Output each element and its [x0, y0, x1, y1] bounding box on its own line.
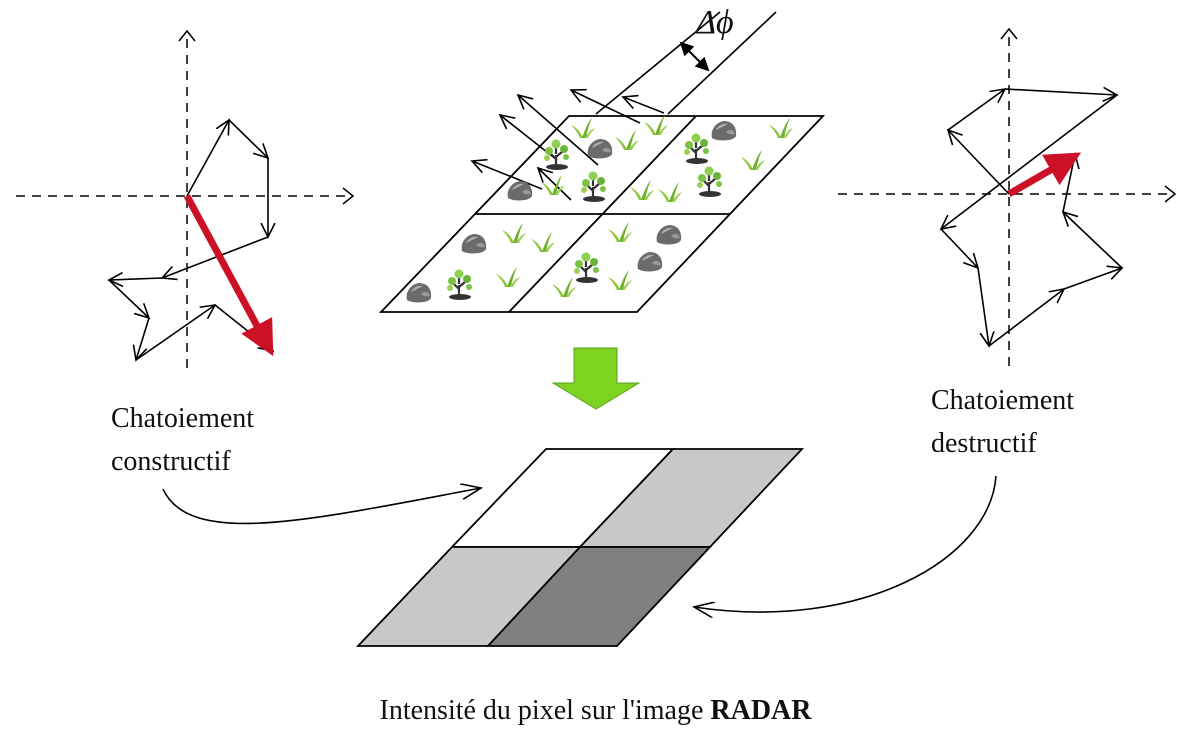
right-phasor-chain	[941, 89, 1122, 346]
destructive-label-line1: Chatoiement	[931, 385, 1075, 416]
ground-scene-grid	[378, 11, 826, 313]
constructive-label: Chatoiement constructif	[111, 397, 254, 483]
constructive-phasor-diagram	[16, 29, 355, 368]
left-resultant-arrow	[183, 194, 274, 357]
delta-phi-arrow	[679, 41, 710, 72]
pixel-dark-gray	[485, 546, 713, 647]
constructive-curve-arrow	[162, 488, 481, 525]
wavefront-line	[595, 11, 721, 115]
destructive-curve-arrow	[694, 475, 997, 612]
destructive-label-line2: destructif	[931, 428, 1037, 459]
constructive-label-line1: Chatoiement	[111, 403, 255, 434]
green-down-arrow	[551, 347, 641, 410]
wavefront-line	[667, 11, 777, 115]
delta-phi-label: Δϕ	[696, 4, 734, 41]
radar-pixel-grid	[355, 448, 805, 647]
caption-text: Intensité du pixel sur l'image	[379, 695, 711, 726]
right-resultant-arrow	[1007, 152, 1082, 198]
left-phasor-chain	[109, 120, 273, 360]
destructive-phasor-diagram	[838, 27, 1177, 366]
caption: Intensité du pixel sur l'image RADAR	[0, 695, 1191, 727]
backscatter-arrows	[472, 90, 665, 201]
caption-bold: RADAR	[710, 695, 812, 726]
destructive-label: Chatoiement destructif	[931, 379, 1074, 465]
constructive-label-line2: constructif	[111, 446, 231, 477]
